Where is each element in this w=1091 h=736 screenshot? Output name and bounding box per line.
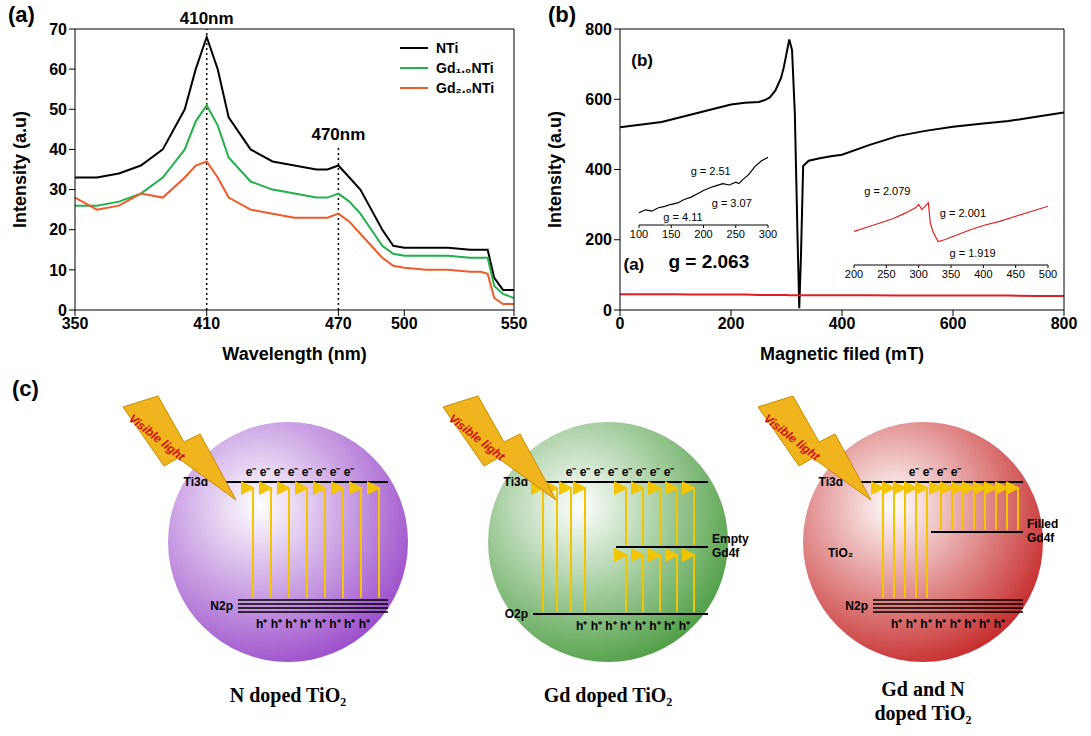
svg-text:(a): (a) bbox=[623, 255, 644, 274]
svg-text:150: 150 bbox=[662, 228, 680, 240]
svg-text:600: 600 bbox=[940, 315, 967, 332]
svg-text:250: 250 bbox=[727, 228, 745, 240]
svg-text:Gd4f: Gd4f bbox=[1027, 531, 1055, 545]
svg-text:h⁺ h⁺ h⁺ h⁺ h⁺ h⁺ h⁺ h⁺: h⁺ h⁺ h⁺ h⁺ h⁺ h⁺ h⁺ h⁺ bbox=[576, 619, 690, 633]
svg-text:60: 60 bbox=[49, 61, 67, 78]
svg-text:450: 450 bbox=[1006, 268, 1024, 280]
html-text:NTi: NTi bbox=[436, 40, 459, 56]
svg-text:350: 350 bbox=[61, 315, 89, 333]
svg-text:10: 10 bbox=[49, 262, 67, 279]
svg-text:410: 410 bbox=[193, 315, 220, 332]
html-text:(b): (b) bbox=[548, 2, 577, 27]
svg-text:N2p: N2p bbox=[845, 599, 868, 613]
svg-text:(b): (b) bbox=[631, 51, 653, 70]
svg-text:200: 200 bbox=[718, 315, 745, 332]
svg-text:600: 600 bbox=[585, 91, 612, 108]
svg-text:0: 0 bbox=[616, 315, 625, 332]
svg-text:550: 550 bbox=[501, 315, 528, 332]
html-text:Gd₁.₀NTi: Gd₁.₀NTi bbox=[436, 60, 494, 76]
svg-text:400: 400 bbox=[829, 315, 856, 332]
svg-text:g = 2.001: g = 2.001 bbox=[940, 207, 986, 219]
svg-text:Empty: Empty bbox=[712, 532, 749, 546]
svg-text:40: 40 bbox=[49, 141, 67, 158]
svg-text:Intensity (a.u): Intensity (a.u) bbox=[545, 111, 565, 228]
svg-text:Visible light: Visible light bbox=[761, 411, 823, 464]
svg-text:Ti3d: Ti3d bbox=[503, 475, 528, 489]
svg-text:g = 2.063: g = 2.063 bbox=[668, 251, 749, 272]
svg-text:0: 0 bbox=[58, 302, 67, 319]
svg-text:Visible light: Visible light bbox=[126, 411, 188, 464]
svg-text:200: 200 bbox=[585, 231, 612, 248]
svg-text:g = 2.079: g = 2.079 bbox=[864, 185, 910, 197]
svg-text:500: 500 bbox=[391, 315, 418, 332]
svg-text:30: 30 bbox=[49, 181, 67, 198]
svg-text:400: 400 bbox=[974, 268, 992, 280]
svg-text:g = 4.11: g = 4.11 bbox=[663, 211, 702, 223]
svg-text:Wavelength (nm): Wavelength (nm) bbox=[222, 344, 366, 364]
svg-text:h⁺ h⁺ h⁺ h⁺ h⁺ h⁺ h⁺ h⁺: h⁺ h⁺ h⁺ h⁺ h⁺ h⁺ h⁺ h⁺ bbox=[256, 617, 370, 631]
svg-text:Gd doped TiO₂: Gd doped TiO₂ bbox=[544, 684, 673, 707]
svg-text:Filled: Filled bbox=[1027, 517, 1058, 531]
svg-text:e⁻ e⁻ e⁻ e⁻: e⁻ e⁻ e⁻ e⁻ bbox=[909, 465, 962, 479]
svg-text:e⁻ e⁻ e⁻ e⁻ e⁻ e⁻ e⁻ e⁻: e⁻ e⁻ e⁻ e⁻ e⁻ e⁻ e⁻ e⁻ bbox=[566, 465, 675, 479]
svg-text:O2p: O2p bbox=[505, 607, 528, 621]
svg-text:800: 800 bbox=[1051, 315, 1078, 332]
svg-text:Gd4f: Gd4f bbox=[712, 546, 740, 560]
svg-text:Gd and N: Gd and N bbox=[881, 678, 965, 700]
svg-text:Intensity (a.u): Intensity (a.u) bbox=[10, 111, 30, 228]
svg-text:g = 1.919: g = 1.919 bbox=[950, 247, 996, 259]
svg-text:350: 350 bbox=[942, 268, 960, 280]
svg-text:g = 3.07: g = 3.07 bbox=[712, 197, 752, 209]
svg-text:g = 2.51: g = 2.51 bbox=[691, 165, 731, 177]
svg-text:100: 100 bbox=[630, 228, 648, 240]
svg-text:300: 300 bbox=[909, 268, 927, 280]
svg-text:Magnetic filed (mT): Magnetic filed (mT) bbox=[760, 344, 924, 364]
svg-text:20: 20 bbox=[49, 221, 67, 238]
svg-text:500: 500 bbox=[1039, 268, 1057, 280]
svg-text:(c): (c) bbox=[12, 376, 39, 401]
svg-text:0: 0 bbox=[603, 302, 612, 319]
svg-text:800: 800 bbox=[585, 21, 612, 38]
svg-text:200: 200 bbox=[694, 228, 712, 240]
svg-text:e⁻ e⁻ e⁻ e⁻ e⁻ e⁻ e⁻ e⁻: e⁻ e⁻ e⁻ e⁻ e⁻ e⁻ e⁻ e⁻ bbox=[246, 465, 355, 479]
svg-text:h⁺ h⁺ h⁺ h⁺ h⁺ h⁺ h⁺ h⁺: h⁺ h⁺ h⁺ h⁺ h⁺ h⁺ h⁺ h⁺ bbox=[891, 617, 1005, 631]
svg-text:250: 250 bbox=[877, 268, 895, 280]
svg-text:50: 50 bbox=[49, 101, 67, 118]
svg-text:470nm: 470nm bbox=[311, 125, 365, 144]
svg-text:200: 200 bbox=[845, 268, 863, 280]
svg-text:N doped TiO₂: N doped TiO₂ bbox=[230, 684, 346, 707]
svg-text:400: 400 bbox=[585, 161, 612, 178]
html-text:(a): (a) bbox=[8, 2, 35, 27]
svg-text:300: 300 bbox=[759, 228, 777, 240]
svg-text:Ti3d: Ti3d bbox=[818, 475, 843, 489]
svg-text:doped TiO₂: doped TiO₂ bbox=[875, 702, 972, 725]
svg-text:TiO₂: TiO₂ bbox=[828, 546, 853, 560]
svg-text:70: 70 bbox=[49, 21, 67, 38]
html-text:Gd₂.₀NTi: Gd₂.₀NTi bbox=[436, 80, 495, 96]
svg-text:Visible light: Visible light bbox=[446, 411, 508, 464]
svg-text:470: 470 bbox=[325, 315, 352, 332]
svg-text:Ti3d: Ti3d bbox=[183, 475, 208, 489]
svg-text:N2p: N2p bbox=[210, 599, 233, 613]
svg-text:410nm: 410nm bbox=[180, 9, 234, 28]
